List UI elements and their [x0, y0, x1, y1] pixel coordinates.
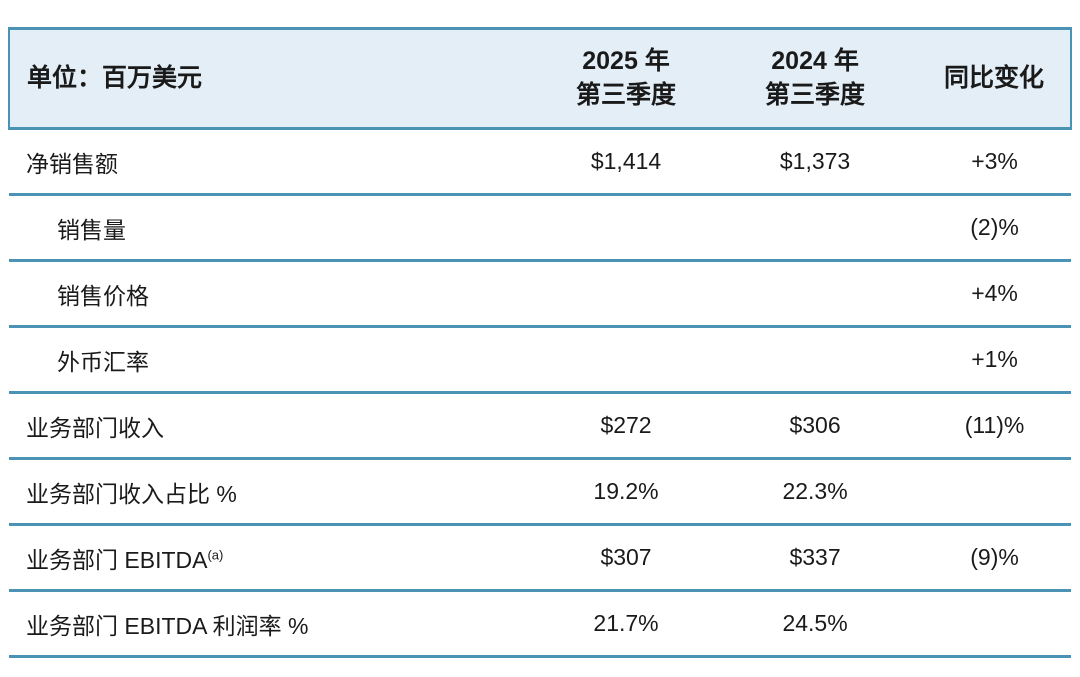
header-2025-line2: 第三季度	[576, 80, 677, 109]
value-2024-q3: $306	[712, 392, 919, 460]
value-2025-q3	[540, 326, 713, 394]
header-unit-label: 单位：百万美元	[7, 27, 541, 130]
value-2025-q3	[540, 260, 713, 328]
value-2025-q3: 19.2%	[540, 458, 713, 526]
header-2025-line1: 2025 年	[582, 46, 670, 75]
table-body: 净销售额 $1,414 $1,373 +3% 销售量 (2)% 销售价格 +4%…	[9, 128, 1071, 658]
financial-summary-table-wrap: 单位：百万美元 2025 年 第三季度 2024 年 第三季度 同比变化 净销售…	[7, 27, 1072, 658]
value-yoy: +3%	[918, 128, 1071, 196]
value-2024-q3: $337	[712, 524, 919, 592]
table-row-segment-ebitda-margin: 业务部门 EBITDA 利润率 % 21.7% 24.5%	[9, 590, 1071, 658]
value-2024-q3: 22.3%	[712, 458, 919, 526]
table-row-segment-income-pct: 业务部门收入占比 % 19.2% 22.3%	[9, 458, 1071, 526]
financial-summary-table: 单位：百万美元 2025 年 第三季度 2024 年 第三季度 同比变化 净销售…	[7, 27, 1072, 658]
row-label: 外币汇率	[9, 326, 541, 394]
value-2024-q3	[712, 326, 919, 394]
row-label: 销售量	[9, 194, 541, 262]
value-yoy	[918, 458, 1071, 526]
header-2024-line2: 第三季度	[765, 80, 866, 109]
row-label: 销售价格	[9, 260, 541, 328]
value-2025-q3: $1,414	[540, 128, 713, 196]
table-row-price: 销售价格 +4%	[9, 260, 1071, 328]
value-2024-q3	[712, 194, 919, 262]
header-2024-q3: 2024 年 第三季度	[712, 27, 919, 130]
value-2025-q3: $272	[540, 392, 713, 460]
table-row-net-sales: 净销售额 $1,414 $1,373 +3%	[9, 128, 1071, 196]
value-2024-q3	[712, 260, 919, 328]
table-header: 单位：百万美元 2025 年 第三季度 2024 年 第三季度 同比变化	[7, 27, 1072, 130]
footnote-marker: (a)	[207, 546, 224, 562]
header-row: 单位：百万美元 2025 年 第三季度 2024 年 第三季度 同比变化	[7, 27, 1072, 130]
row-label: 业务部门 EBITDA(a)	[9, 524, 541, 592]
value-yoy: +4%	[918, 260, 1071, 328]
table-row-segment-income: 业务部门收入 $272 $306 (11)%	[9, 392, 1071, 460]
value-yoy: (2)%	[918, 194, 1071, 262]
table-row-volume: 销售量 (2)%	[9, 194, 1071, 262]
header-yoy-change: 同比变化	[918, 27, 1072, 130]
header-2024-line1: 2024 年	[771, 46, 859, 75]
value-yoy: (11)%	[918, 392, 1071, 460]
value-yoy: (9)%	[918, 524, 1071, 592]
row-label: 净销售额	[9, 128, 541, 196]
value-2025-q3	[540, 194, 713, 262]
value-2025-q3: $307	[540, 524, 713, 592]
value-2024-q3: 24.5%	[712, 590, 919, 658]
value-2024-q3: $1,373	[712, 128, 919, 196]
row-label: 业务部门收入占比 %	[9, 458, 541, 526]
table-row-fx: 外币汇率 +1%	[9, 326, 1071, 394]
header-2025-q3: 2025 年 第三季度	[540, 27, 713, 130]
value-2025-q3: 21.7%	[540, 590, 713, 658]
table-row-segment-ebitda: 业务部门 EBITDA(a) $307 $337 (9)%	[9, 524, 1071, 592]
row-label: 业务部门 EBITDA 利润率 %	[9, 590, 541, 658]
value-yoy	[918, 590, 1071, 658]
row-label: 业务部门收入	[9, 392, 541, 460]
value-yoy: +1%	[918, 326, 1071, 394]
